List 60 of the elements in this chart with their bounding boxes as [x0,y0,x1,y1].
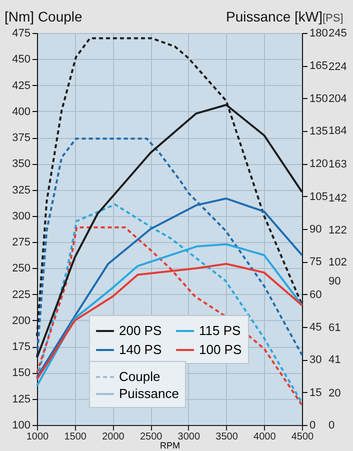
y2-tick-label: 135 [310,126,328,138]
y-axis-title: [Nm] Couple [4,8,83,24]
y3-tick-label: 245 [328,28,347,40]
y-tick-label: 350 [12,158,30,170]
y3-tick-label: 163 [328,158,347,171]
y-tick-label: 125 [12,393,30,406]
y3-tick-label: 224 [328,61,347,74]
y2-tick-label: 45 [310,322,322,334]
y3-tick-label: 122 [328,224,347,236]
y2-tick-label: 90 [310,224,322,236]
y3-tick-label: 0 [328,420,335,432]
y2-tick-label: 180 [310,28,328,40]
y2-tick-label: 105 [310,190,328,203]
legend-label: 115 PS [199,323,242,338]
y-tick-label: 325 [12,184,30,196]
x-tick-label: 4000 [254,432,276,442]
y-tick-label: 400 [12,106,30,118]
x-tick-label: 2000 [102,432,125,442]
y2-tick-label: 150 [310,92,328,105]
y-tick-label: 275 [12,236,30,249]
y2-tick-label: 75 [310,256,322,268]
y3-tick-label: 204 [328,93,347,106]
legend-label: 140 PS [119,342,162,357]
y-tick-label: 375 [12,132,30,144]
y-tick-label: 450 [12,54,30,66]
x-tick-label: 3500 [216,432,238,442]
y3-tick-label: 41 [328,354,341,366]
annotation: Puissance [119,386,179,401]
y-tick-label: 100 [12,420,30,432]
x-tick-label: 2500 [140,432,163,442]
y-tick-label: 200 [12,314,30,327]
legend-label: 200 PS [119,323,162,338]
y2-tick-label: 165 [310,60,328,72]
x-tick-label: 4500 [291,432,314,442]
y2-tick-label: 0 [310,420,316,432]
y3-tick-label: 184 [328,125,347,138]
y2-tick-label: 30 [310,354,322,366]
y3-axis-title: [PS] [322,12,344,24]
y-tick-label: 425 [12,80,30,92]
y3-tick-label: 142 [328,192,347,204]
y-tick-label: 300 [12,210,30,222]
y-tick-label: 150 [12,367,30,380]
y-tick-label: 225 [12,288,30,301]
y-tick-label: 175 [12,341,30,354]
y3-tick-label: 90 [328,276,341,288]
legend-label: 100 PS [199,342,242,357]
y-tick-label: 250 [12,262,30,275]
x-tick-label: 1000 [26,432,50,442]
y3-tick-label: 102 [328,256,347,268]
x-tick-label: 1500 [64,432,87,442]
y2-axis-title: Puissance [kW] [226,8,322,24]
y3-tick-label: 61 [328,322,341,334]
y-tick-label: 475 [12,28,30,40]
x-axis-title: RPM [160,440,180,450]
annotation: Couple [119,369,160,384]
y2-tick-label: 60 [310,288,322,301]
x-tick-label: 3000 [178,432,200,442]
y2-tick-label: 120 [310,158,328,170]
y3-tick-label: 20 [328,388,341,400]
y2-tick-label: 15 [310,386,322,399]
